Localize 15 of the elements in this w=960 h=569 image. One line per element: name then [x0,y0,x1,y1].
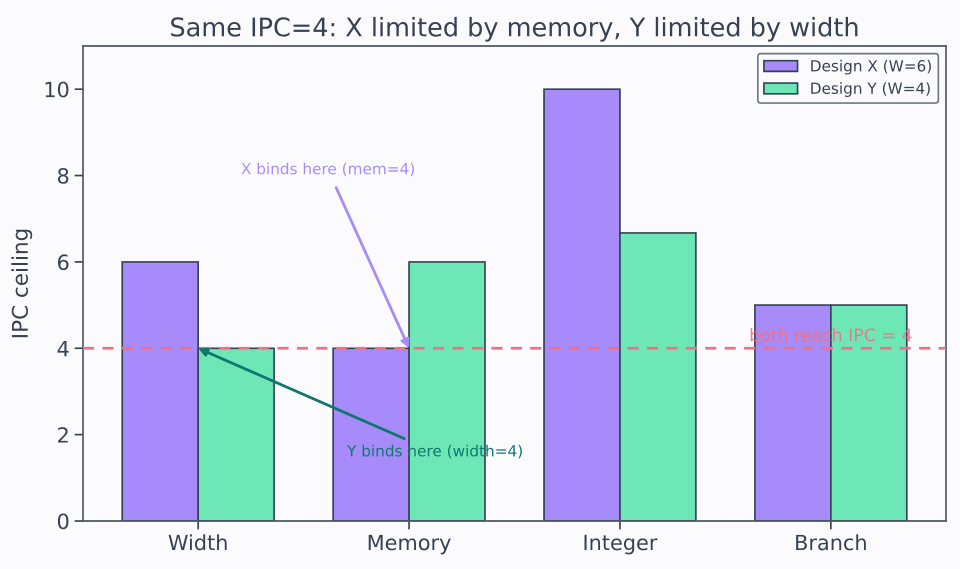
y-tick-label: 8 [58,168,68,184]
y-tick-label: 10 [46,82,68,98]
x-tick-label: Width [168,534,227,550]
x-tick-label: Integer [584,534,658,554]
legend-label: Design X (W=6) [811,60,931,75]
y-tick-label: 2 [58,427,68,443]
x-tick-label: Branch [796,534,866,550]
y-axis-title: IPC ceiling [11,230,32,338]
annotation: X binds here (mem=4) [241,162,414,176]
y-tick-label: 6 [58,254,68,270]
x-tick-label: Memory [368,534,451,554]
y-tick-label: 4 [58,341,69,356]
legend-label: Design Y (W=4) [811,82,930,97]
chart-title: Same IPC=4: X limited by memory, Y limited by width [171,16,858,42]
y-tick-label: 0 [58,513,68,530]
